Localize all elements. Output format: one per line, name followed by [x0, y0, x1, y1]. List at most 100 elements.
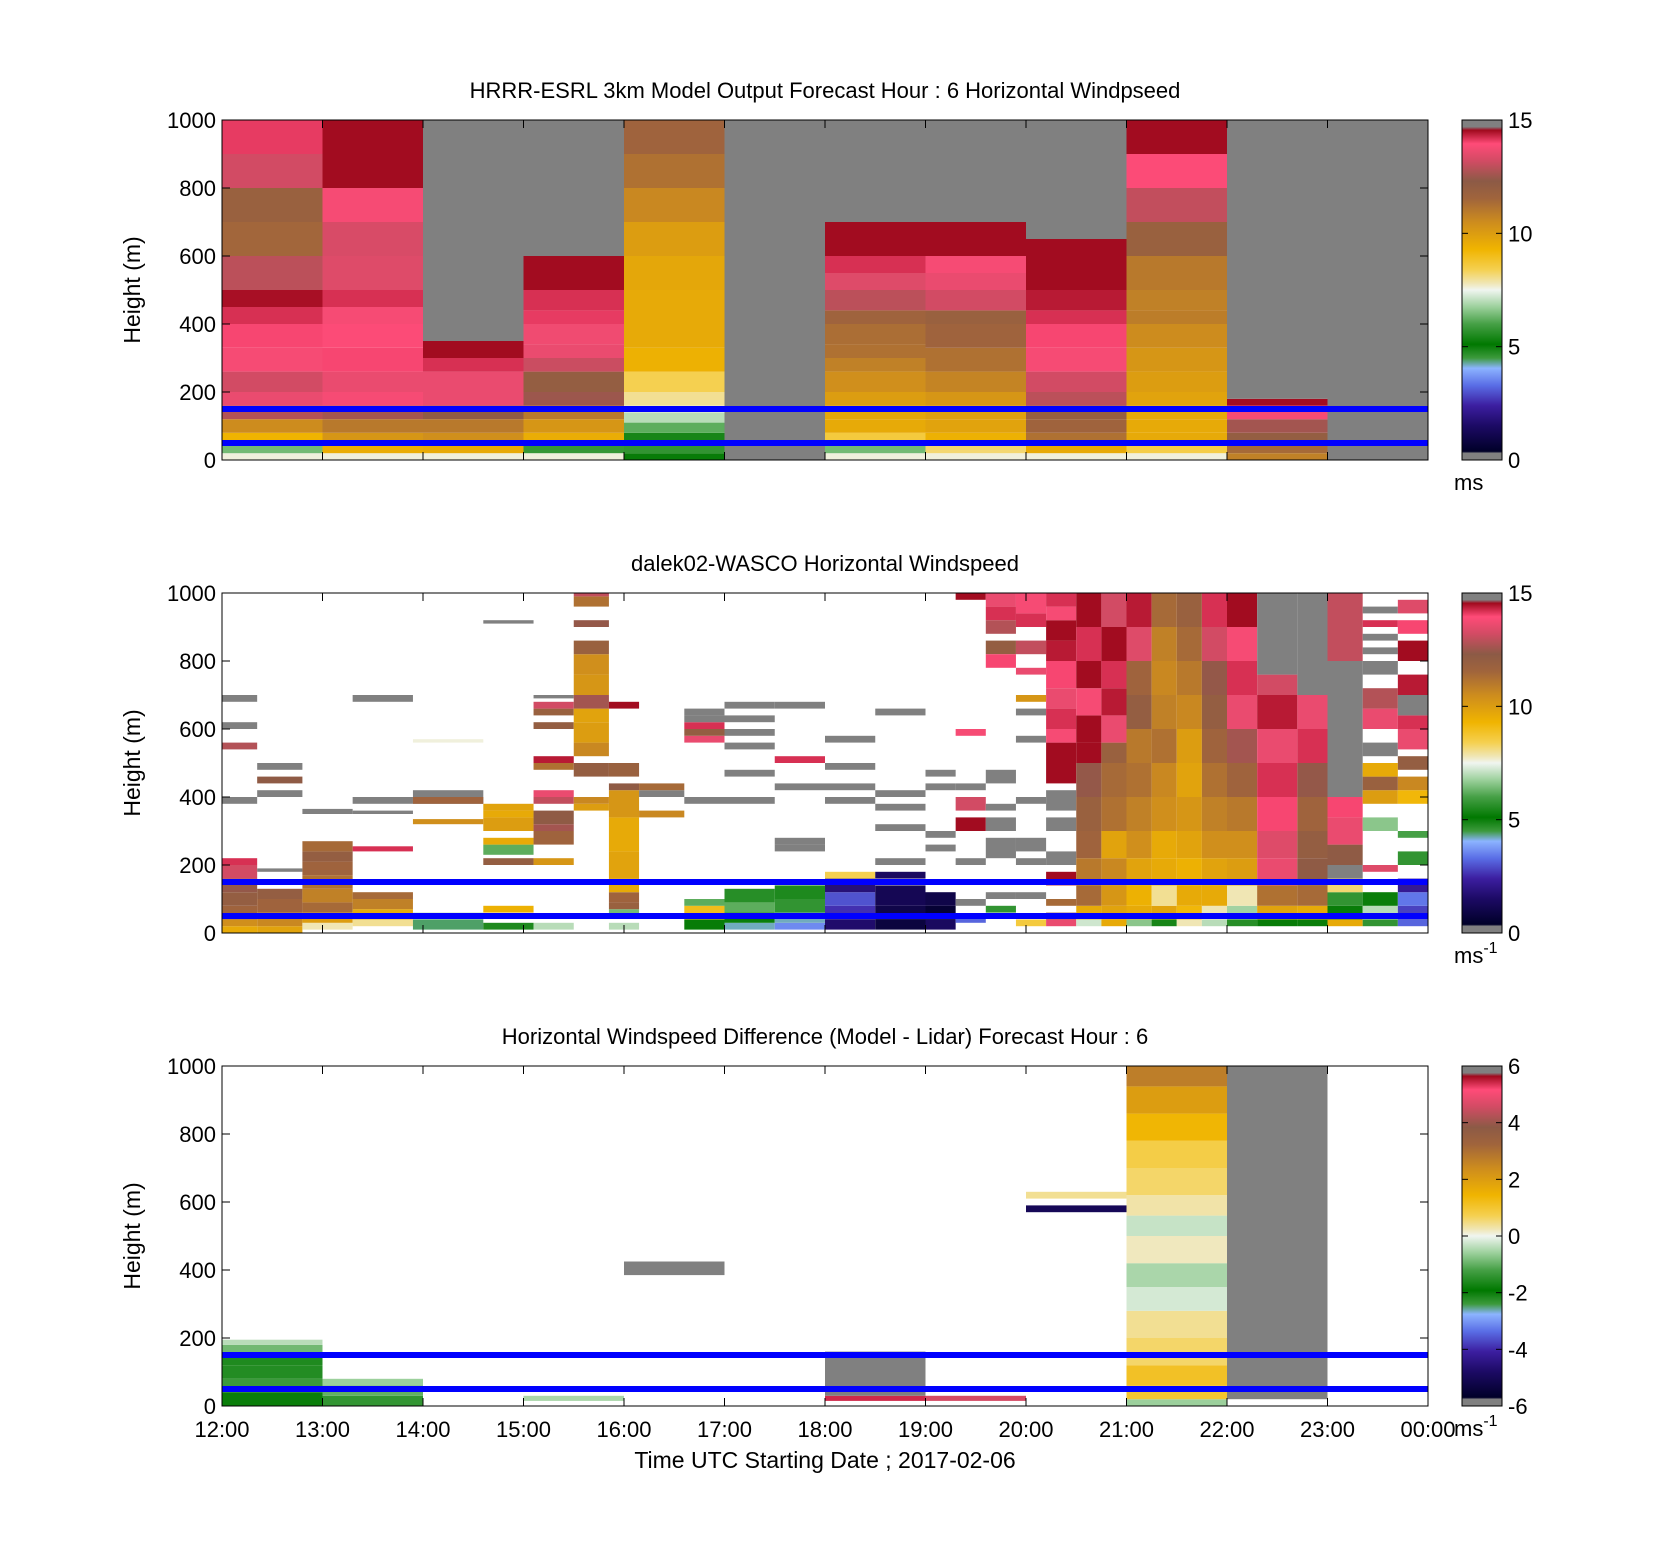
- heatmap-cell: [1176, 919, 1202, 927]
- heatmap-cell: [222, 742, 258, 750]
- heatmap-cell: [1126, 885, 1152, 906]
- heatmap-cell: [1026, 1191, 1127, 1199]
- heatmap-cell: [825, 344, 926, 358]
- heatmap-cell: [608, 783, 640, 791]
- heatmap-cell: [955, 858, 986, 865]
- heatmap-cell: [1327, 661, 1363, 695]
- x-tick-label: 13:00: [295, 1417, 350, 1442]
- heatmap-cell: [523, 444, 624, 454]
- heatmap-cell: [624, 1261, 725, 1276]
- heatmap-cell: [925, 419, 1026, 433]
- heatmap-cell: [1176, 627, 1202, 661]
- heatmap-cell: [955, 916, 986, 923]
- heatmap-cell: [639, 783, 685, 791]
- heatmap-cell: [352, 695, 413, 702]
- heatmap-cell: [1227, 763, 1258, 797]
- heatmap-cell: [1227, 453, 1328, 460]
- heatmap-cell: [322, 290, 423, 307]
- heatmap-cell: [352, 919, 413, 927]
- heatmap-cell: [523, 432, 624, 445]
- heatmap-cell: [533, 831, 574, 845]
- heatmap-cell: [523, 120, 624, 256]
- heatmap-cell: [1101, 688, 1127, 716]
- heatmap-cell: [1257, 695, 1298, 729]
- heatmap-cell: [1397, 831, 1428, 838]
- heatmap-cell: [1076, 831, 1102, 859]
- heatmap-cell: [222, 222, 323, 256]
- heatmap-cell: [1201, 885, 1228, 906]
- heatmap-cell: [955, 899, 986, 906]
- heatmap-cell: [533, 790, 574, 797]
- heatmap-cell: [352, 797, 413, 804]
- heatmap-cell: [624, 347, 725, 372]
- heatmap-cell: [1397, 790, 1428, 804]
- heatmap-cell: [1076, 742, 1102, 763]
- heatmap-cell: [523, 290, 624, 311]
- colorbar-tick-label: -6: [1508, 1394, 1528, 1419]
- heatmap-cell: [533, 695, 574, 699]
- heatmap-cell: [1227, 729, 1258, 763]
- heatmap-cell: [1126, 347, 1227, 372]
- heatmap-cell: [825, 783, 876, 791]
- heatmap-cell: [523, 392, 624, 406]
- heatmap-cell: [1076, 661, 1102, 689]
- heatmap-cell: [925, 120, 1026, 222]
- heatmap-cell: [222, 307, 323, 324]
- heatmap-cell: [573, 596, 609, 607]
- y-tick-label: 200: [179, 853, 216, 878]
- heatmap-cell: [483, 803, 534, 811]
- heatmap-cell: [684, 899, 725, 906]
- heatmap-cell: [1076, 763, 1102, 797]
- heatmap-cell: [257, 776, 303, 784]
- colorbar-tick-label: 0: [1508, 921, 1520, 946]
- heatmap-cell: [684, 735, 725, 743]
- heatmap-cell: [624, 371, 725, 392]
- heatmap-cell: [1151, 729, 1177, 763]
- heatmap-cell: [322, 444, 423, 454]
- heatmap-cell: [1015, 667, 1047, 675]
- colorbar-tick-label: 15: [1508, 581, 1532, 606]
- heatmap-cell: [608, 851, 640, 879]
- heatmap-cell: [925, 290, 1026, 311]
- heatmap-cell: [1327, 817, 1363, 845]
- heatmap-cell: [1397, 919, 1428, 927]
- heatmap-cell: [985, 606, 1016, 621]
- heatmap-cell: [1362, 817, 1398, 831]
- colorbar-tick-label: 5: [1508, 808, 1520, 833]
- heatmap-cell: [639, 790, 685, 797]
- heatmap-cell: [412, 819, 484, 825]
- heatmap-cell: [1362, 620, 1398, 627]
- heatmap-cell: [1201, 729, 1228, 763]
- heatmap-cell: [1026, 239, 1127, 256]
- heatmap-cell: [1397, 695, 1428, 716]
- heatmap-cell: [825, 419, 926, 433]
- heatmap-cell: [1176, 797, 1202, 831]
- y-tick-label: 1000: [167, 581, 216, 606]
- heatmap-cell: [1046, 688, 1077, 709]
- heatmap-cell: [1397, 620, 1428, 634]
- heatmap-cell: [1101, 797, 1127, 831]
- colorbar-tick-label: 4: [1508, 1111, 1520, 1136]
- colorbar-tick-label: 10: [1508, 694, 1532, 719]
- heatmap-cell: [222, 324, 323, 348]
- heatmap-cell: [985, 817, 1016, 831]
- heatmap-cell: [925, 324, 1026, 348]
- heatmap-cell: [1046, 620, 1077, 641]
- heatmap-cell: [1126, 661, 1152, 695]
- heatmap-cell: [1362, 661, 1398, 675]
- heatmap-cell: [1397, 851, 1428, 865]
- heatmap-cell: [1297, 885, 1328, 906]
- heatmap-cell: [533, 858, 574, 865]
- heatmap-cell: [624, 188, 725, 222]
- heatmap-cell: [1397, 892, 1428, 906]
- x-tick-label: 19:00: [898, 1417, 953, 1442]
- heatmap-cell: [1026, 324, 1127, 348]
- heatmap-cell: [774, 837, 825, 845]
- heatmap-cell: [1126, 290, 1227, 311]
- heatmap-cell: [724, 922, 775, 930]
- heatmap-cell: [724, 797, 775, 804]
- heatmap-cell: [322, 120, 423, 154]
- heatmap-cell: [724, 888, 775, 903]
- heatmap-cell: [1126, 1195, 1227, 1216]
